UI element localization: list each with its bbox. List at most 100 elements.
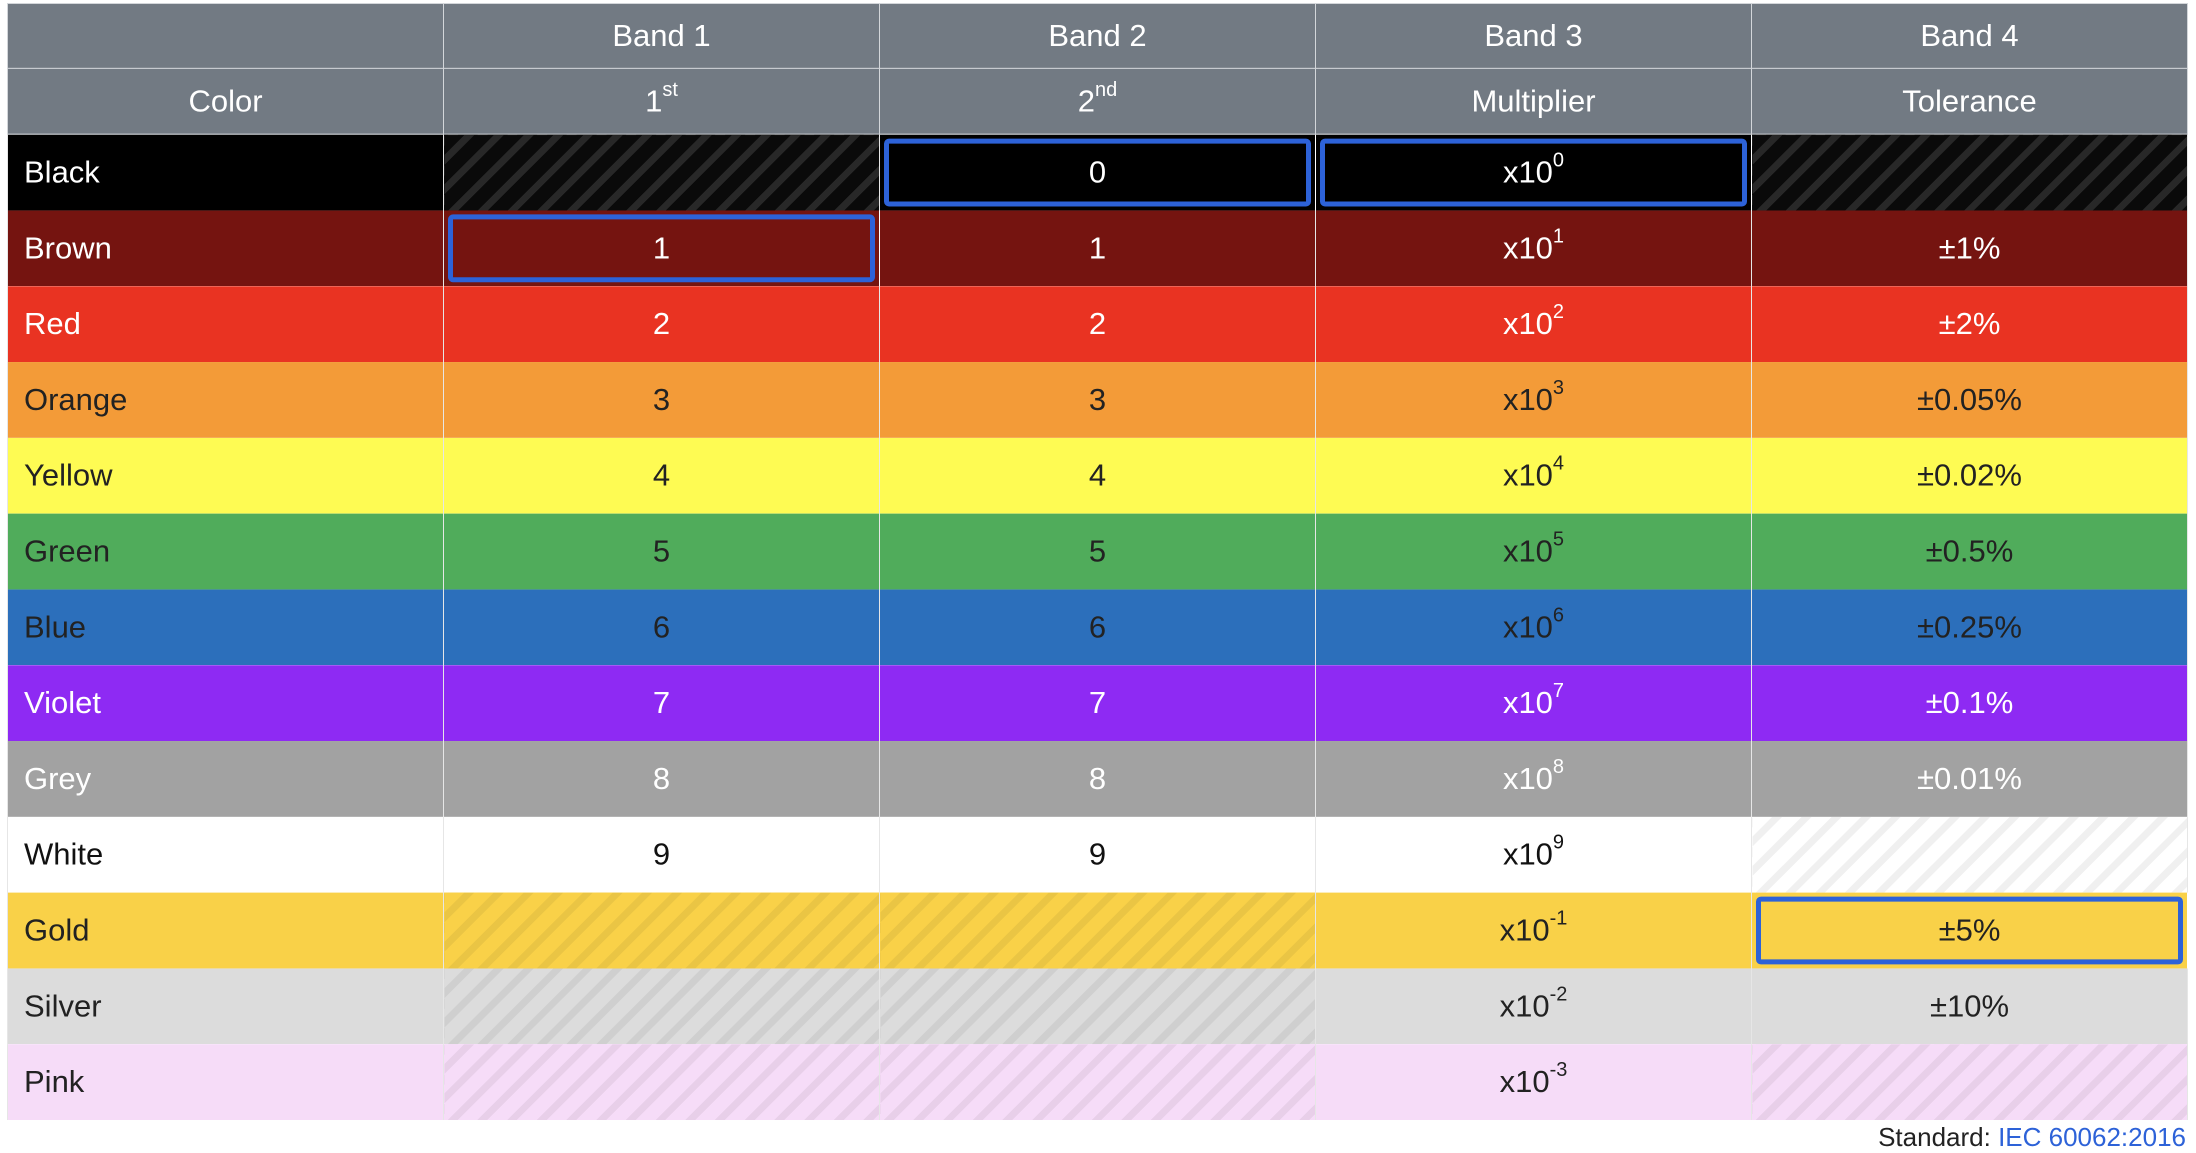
- band2-cell-white[interactable]: 9: [879, 816, 1316, 893]
- band1-cell-violet[interactable]: 7: [443, 665, 880, 742]
- band3-cell-black[interactable]: x100: [1316, 134, 1752, 210]
- multiplier-base: x10: [1502, 760, 1553, 796]
- band3-cell-brown[interactable]: x101: [1315, 210, 1752, 287]
- band4-cell-blue[interactable]: ±0.25%: [1751, 589, 2188, 666]
- band3-cell-gold[interactable]: x10-1: [1315, 892, 1752, 969]
- digit-value: 9: [652, 836, 671, 872]
- header-band-4: Band 4: [1751, 3, 2188, 69]
- band4-cell-violet[interactable]: ±0.1%: [1751, 665, 2188, 742]
- tolerance-value: ±1%: [1938, 230, 2001, 266]
- band4-cell-red[interactable]: ±2%: [1751, 286, 2188, 363]
- header-color-label: Color: [188, 83, 263, 119]
- digit-value: 5: [1088, 533, 1107, 569]
- band2-cell-orange[interactable]: 3: [879, 362, 1316, 438]
- color-name-cell: Grey: [7, 741, 444, 817]
- band3-cell-green[interactable]: x105: [1315, 513, 1752, 590]
- band4-cell-silver[interactable]: ±10%: [1751, 968, 2188, 1045]
- multiplier-base: x10: [1502, 836, 1553, 872]
- band3-cell-white[interactable]: x109: [1315, 816, 1752, 893]
- band2-cell-violet[interactable]: 7: [879, 665, 1316, 742]
- digit-value: 4: [1088, 457, 1107, 493]
- multiplier-base: x10: [1502, 609, 1553, 645]
- band3-cell-grey[interactable]: x108: [1315, 741, 1752, 817]
- header-band-2: Band 2: [879, 3, 1316, 69]
- tolerance-value: ±0.02%: [1917, 457, 2022, 493]
- band2-cell-green[interactable]: 5: [879, 513, 1316, 590]
- digit-value: 6: [652, 609, 671, 645]
- digit-value: 7: [652, 685, 671, 721]
- multiplier-base: x10: [1502, 685, 1553, 721]
- band1-cell-grey[interactable]: 8: [443, 741, 880, 817]
- band1-cell-green[interactable]: 5: [443, 513, 880, 590]
- band4-cell-orange[interactable]: ±0.05%: [1751, 362, 2188, 438]
- band2-cell-yellow[interactable]: 4: [879, 437, 1316, 514]
- band4-cell-grey[interactable]: ±0.01%: [1751, 741, 2188, 817]
- multiplier-exponent: 6: [1552, 604, 1565, 627]
- band1-cell-red[interactable]: 2: [443, 286, 880, 363]
- table-header: Band 1 Band 2 Band 3 Band 4 Color 1st 2n…: [7, 3, 2188, 135]
- band2-cell-black[interactable]: 0: [880, 134, 1316, 210]
- band4-cell-brown[interactable]: ±1%: [1751, 210, 2188, 287]
- tolerance-value: ±0.25%: [1917, 609, 2022, 645]
- digit-value: 1: [652, 230, 671, 266]
- band1-cell-black: [443, 134, 880, 211]
- multiplier-exponent: -3: [1549, 1059, 1568, 1082]
- multiplier-exponent: -2: [1549, 983, 1568, 1006]
- band2-cell-pink: [879, 1044, 1316, 1120]
- header-second-digit-label: 2: [1077, 83, 1095, 119]
- multiplier-exponent: 0: [1552, 149, 1565, 172]
- color-row-black: Black 0 x100: [7, 134, 2188, 211]
- band1-cell-blue[interactable]: 6: [443, 589, 880, 666]
- band1-cell-white[interactable]: 9: [443, 816, 880, 893]
- band1-cell-yellow[interactable]: 4: [443, 437, 880, 514]
- tolerance-value: ±0.05%: [1917, 381, 2022, 417]
- band3-cell-orange[interactable]: x103: [1315, 362, 1752, 438]
- multiplier-exponent: -1: [1549, 907, 1568, 930]
- header-color: Color: [7, 67, 444, 135]
- header-band-1: Band 1: [443, 3, 880, 69]
- band4-cell-gold[interactable]: ±5%: [1752, 893, 2188, 969]
- multiplier-base: x10: [1502, 457, 1553, 493]
- color-name-cell: Silver: [7, 968, 444, 1045]
- multiplier-base: x10: [1502, 154, 1553, 190]
- band4-cell-yellow[interactable]: ±0.02%: [1751, 437, 2188, 514]
- color-name-cell: Brown: [7, 210, 444, 287]
- multiplier-exponent: 8: [1552, 755, 1565, 778]
- color-name-cell: Red: [7, 286, 444, 363]
- color-row-yellow: Yellow 4 4 x104 ±0.02%: [7, 437, 2188, 514]
- band3-cell-violet[interactable]: x107: [1315, 665, 1752, 742]
- color-row-blue: Blue 6 6 x106 ±0.25%: [7, 589, 2188, 666]
- band3-cell-blue[interactable]: x106: [1315, 589, 1752, 666]
- band1-cell-orange[interactable]: 3: [443, 362, 880, 438]
- header-multiplier: Multiplier: [1315, 67, 1752, 135]
- band2-cell-gold: [879, 892, 1316, 969]
- band3-cell-silver[interactable]: x10-2: [1315, 968, 1752, 1045]
- multiplier-base: x10: [1502, 533, 1553, 569]
- band2-cell-blue[interactable]: 6: [879, 589, 1316, 666]
- multiplier-base: x10: [1499, 988, 1550, 1024]
- tolerance-value: ±0.1%: [1925, 685, 2014, 721]
- standard-footer: Standard: IEC 60062:2016: [1878, 1122, 2186, 1153]
- multiplier-exponent: 4: [1552, 452, 1565, 475]
- band4-cell-white: [1751, 816, 2188, 893]
- tolerance-value: ±0.5%: [1925, 533, 2014, 569]
- band2-cell-red[interactable]: 2: [879, 286, 1316, 363]
- band1-cell-brown[interactable]: 1: [444, 210, 880, 286]
- header-empty: [7, 3, 444, 69]
- digit-value: 2: [652, 306, 671, 342]
- band2-cell-grey[interactable]: 8: [879, 741, 1316, 817]
- digit-value: 8: [652, 760, 671, 796]
- band3-cell-red[interactable]: x102: [1315, 286, 1752, 363]
- header-multiplier-label: Multiplier: [1471, 83, 1596, 119]
- band3-cell-pink[interactable]: x10-3: [1315, 1044, 1752, 1120]
- color-row-red: Red 2 2 x102 ±2%: [7, 286, 2188, 363]
- digit-value: 1: [1088, 230, 1107, 266]
- color-row-orange: Orange 3 3 x103 ±0.05%: [7, 362, 2188, 438]
- multiplier-base: x10: [1499, 912, 1550, 948]
- header-second-digit: 2nd: [879, 67, 1316, 135]
- band4-cell-green[interactable]: ±0.5%: [1751, 513, 2188, 590]
- band3-cell-yellow[interactable]: x104: [1315, 437, 1752, 514]
- multiplier-exponent: 2: [1552, 301, 1565, 324]
- band2-cell-brown[interactable]: 1: [879, 210, 1316, 287]
- standard-link[interactable]: IEC 60062:2016: [1998, 1122, 2186, 1152]
